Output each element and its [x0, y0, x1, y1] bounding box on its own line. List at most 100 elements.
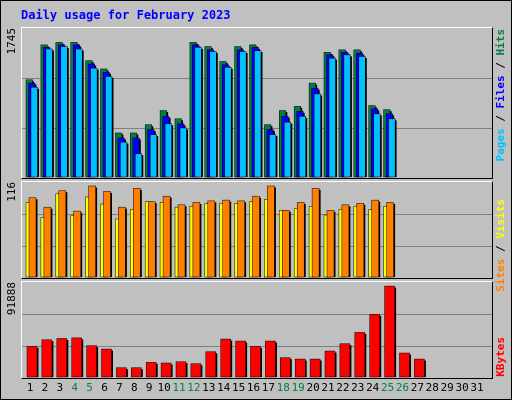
pages-bar-day-5	[90, 67, 98, 178]
bottom-chart-svg	[22, 285, 492, 378]
sites-bar-day-16	[252, 195, 260, 278]
day-label-30: 30	[455, 381, 469, 394]
kbytes-bar-day-21	[324, 350, 336, 378]
middle-series-legend: Sites / Visits	[494, 199, 507, 292]
sites-bar-day-14	[222, 199, 230, 278]
sites-bar-day-22	[341, 204, 350, 278]
top-series-legend: Pages / Files / Hits	[494, 29, 507, 162]
sites-bar-day-2	[43, 206, 52, 278]
pages-bar-day-15	[239, 51, 247, 178]
kbytes-bar-day-2	[41, 339, 53, 378]
sites-bar-day-9	[147, 201, 156, 278]
pages-bar-day-3	[60, 46, 68, 178]
pages-bar-day-6	[105, 76, 113, 178]
sites-bar-day-10	[162, 195, 171, 278]
sites-bar-day-1	[28, 197, 37, 278]
kbytes-bar-day-18	[280, 357, 291, 378]
kbytes-bar-day-27	[414, 358, 425, 378]
day-label-20: 20	[306, 381, 320, 394]
sites-bar-day-17	[267, 185, 275, 278]
bottom-series-legend: KBytes	[494, 337, 507, 377]
day-label-18: 18	[276, 381, 290, 394]
day-label-2: 2	[41, 381, 49, 394]
pages-bar-day-25	[388, 118, 396, 178]
bottom-ymax-label: 91888	[5, 282, 18, 316]
kbytes-bar-day-10	[160, 362, 172, 378]
day-label-26: 26	[395, 381, 410, 394]
middle-chart-svg	[22, 185, 492, 278]
kbytes-bar-day-26	[399, 352, 410, 378]
legend-kbytes: KBytes	[494, 337, 507, 377]
day-label-19: 19	[291, 381, 305, 394]
chart-title: Daily usage for February 2023	[21, 8, 231, 22]
pages-bar-day-10	[164, 123, 172, 178]
sites-bar-day-21	[326, 210, 335, 278]
pages-bar-day-21	[328, 57, 336, 178]
day-label-25: 25	[380, 381, 395, 394]
kbytes-bar-day-4	[71, 337, 82, 378]
top-ymax-label: 1745	[5, 28, 18, 55]
day-label-29: 29	[440, 381, 454, 394]
sites-bar-day-23	[356, 203, 365, 278]
hits-files-pages-panel	[21, 27, 493, 179]
legend-pages: Pages	[494, 128, 507, 162]
day-label-7: 7	[116, 381, 123, 394]
pages-bar-day-11	[179, 127, 187, 178]
day-label-13: 13	[202, 381, 216, 394]
pages-bar-day-12	[194, 47, 202, 178]
day-label-10: 10	[157, 381, 171, 394]
pages-bar-day-16	[254, 50, 262, 178]
pages-bar-day-14	[224, 67, 232, 178]
pages-bar-day-7	[120, 141, 128, 178]
kbytes-bar-day-8	[131, 367, 142, 378]
sites-bar-day-13	[207, 200, 216, 278]
kbytes-bar-day-22	[339, 343, 351, 378]
legend-files: Files	[494, 75, 507, 109]
sites-bar-day-15	[237, 200, 245, 278]
kbytes-bar-day-11	[175, 361, 187, 378]
day-label-4: 4	[71, 381, 78, 394]
legend-sites: Sites	[494, 258, 507, 292]
pages-bar-day-24	[373, 113, 381, 178]
day-label-3: 3	[56, 381, 64, 394]
day-label-24: 24	[366, 381, 380, 394]
sites-bar-day-24	[371, 199, 379, 278]
kbytes-bar-day-7	[116, 367, 127, 378]
day-label-31: 31	[470, 381, 484, 394]
sites-bar-day-25	[386, 202, 394, 278]
pages-bar-day-18	[284, 121, 292, 178]
day-label-14: 14	[217, 381, 231, 394]
kbytes-bar-day-15	[235, 340, 246, 378]
sites-bar-day-5	[88, 185, 96, 278]
kbytes-bar-day-23	[354, 332, 366, 378]
pages-bar-day-8	[135, 153, 143, 178]
kbytes-bar-day-6	[101, 348, 112, 378]
pages-bar-day-2	[45, 48, 53, 178]
pages-bar-day-4	[75, 48, 83, 178]
kbytes-bar-day-24	[369, 314, 380, 378]
sites-bar-day-18	[282, 210, 290, 278]
legend-visits: Visits	[494, 199, 507, 239]
sites-bar-day-12	[192, 202, 201, 278]
day-label-15: 15	[231, 381, 246, 394]
kbytes-bar-day-20	[309, 358, 321, 378]
sites-bar-day-8	[133, 188, 141, 278]
pages-bar-day-9	[149, 134, 157, 178]
day-label-27: 27	[410, 381, 425, 394]
top-chart-svg	[22, 42, 492, 178]
sites-bar-day-11	[177, 204, 186, 278]
kbytes-bar-day-5	[86, 345, 97, 378]
day-label-12: 12	[187, 381, 201, 394]
kbytes-bar-day-9	[145, 362, 157, 378]
kbytes-bar-day-13	[205, 351, 217, 378]
kbytes-bar-day-3	[56, 338, 68, 378]
day-label-1: 1	[26, 381, 34, 394]
kbytes-bar-day-16	[250, 346, 261, 378]
day-label-8: 8	[130, 381, 138, 394]
pages-bar-day-22	[343, 54, 351, 178]
pages-bar-day-19	[298, 116, 306, 178]
sites-bar-day-4	[73, 210, 81, 278]
kbytes-bar-day-12	[190, 363, 202, 378]
day-label-28: 28	[425, 381, 439, 394]
kbytes-bar-day-17	[265, 340, 276, 378]
